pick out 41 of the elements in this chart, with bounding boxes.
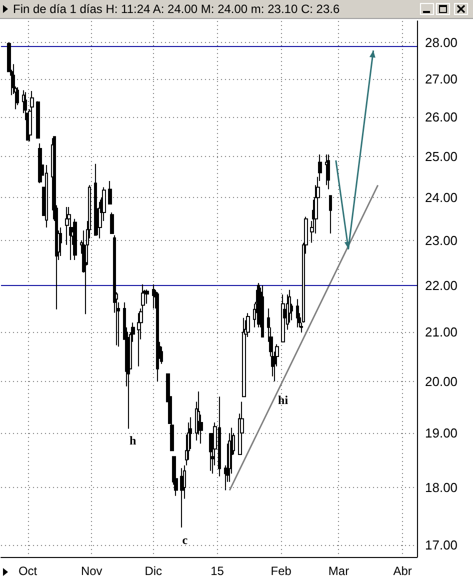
candlestick bbox=[73, 218, 77, 260]
x-tick-label: Mar bbox=[328, 564, 350, 578]
x-tick-label: 15 bbox=[210, 564, 224, 578]
candlestick bbox=[152, 284, 155, 309]
y-tick-label: 28.00 bbox=[425, 34, 458, 50]
candlestick bbox=[246, 312, 250, 338]
candlestick bbox=[110, 212, 114, 234]
annotation: hi bbox=[278, 392, 289, 407]
candlestick bbox=[327, 154, 330, 190]
y-tick-label: 27.00 bbox=[425, 72, 458, 86]
candlestick bbox=[16, 86, 19, 106]
x-tick-label: Oct bbox=[18, 564, 38, 578]
y-tick-label: 24.00 bbox=[425, 190, 458, 206]
candlestick bbox=[261, 284, 264, 338]
candlestick bbox=[296, 298, 299, 328]
y-tick-label: 19.00 bbox=[425, 426, 458, 441]
candlestick bbox=[156, 292, 159, 382]
x-tick-label: Abr bbox=[393, 564, 412, 578]
candlestick bbox=[59, 226, 62, 256]
candlestick bbox=[180, 468, 184, 528]
candlestick bbox=[325, 154, 328, 186]
candlestick bbox=[102, 186, 106, 222]
y-tick-label: 26.00 bbox=[425, 110, 458, 125]
y-tick-label: 25.00 bbox=[425, 149, 458, 164]
x-tick-label: Nov bbox=[80, 564, 102, 578]
chart-title: Fin de día 1 días H: 11:24 A: 24.00 M: 24.00 m: 23.10 C: 23.6 bbox=[13, 2, 340, 16]
x-tick-label: Feb bbox=[270, 564, 292, 578]
y-tick-label: 23.00 bbox=[425, 233, 458, 248]
y-tick-label: 22.00 bbox=[425, 278, 458, 293]
candlestick bbox=[329, 195, 332, 234]
annotation: h bbox=[130, 434, 137, 448]
candlestick bbox=[36, 100, 40, 139]
candlestick bbox=[242, 317, 246, 398]
candlestick bbox=[108, 180, 112, 204]
y-tick-label: 17.00 bbox=[425, 538, 458, 553]
y-tick-label: 20.00 bbox=[425, 374, 458, 389]
y-tick-label: 21.00 bbox=[425, 324, 458, 340]
annotation: c bbox=[182, 532, 188, 547]
y-tick-label: 18.00 bbox=[425, 480, 458, 495]
x-tick-label: Dic bbox=[144, 564, 162, 578]
candlestick bbox=[137, 312, 141, 367]
